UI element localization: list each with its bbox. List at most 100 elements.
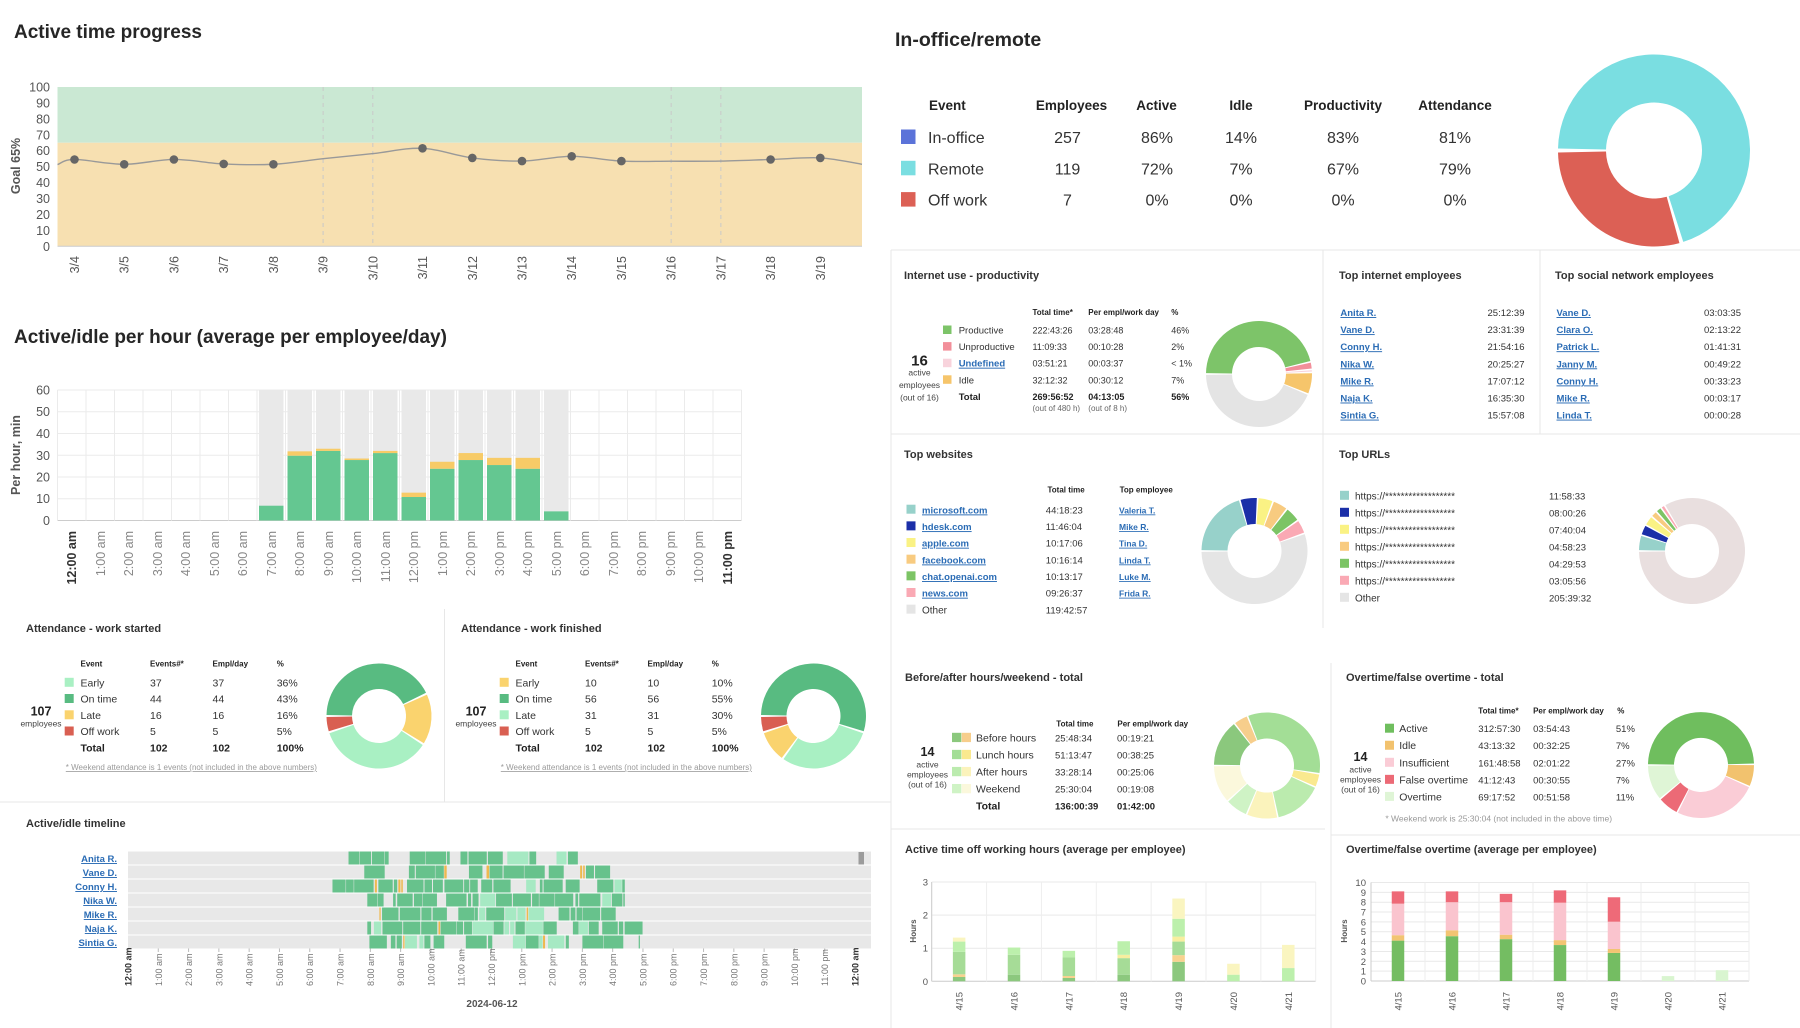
- svg-text:Mike R.: Mike R.: [1340, 376, 1373, 387]
- svg-text:7:00 pm: 7:00 pm: [699, 953, 709, 986]
- svg-text:chat.openai.com: chat.openai.com: [922, 572, 997, 583]
- svg-text:Attendance - work started: Attendance - work started: [26, 623, 161, 635]
- svg-text:1:00 pm: 1:00 pm: [436, 531, 450, 576]
- svg-text:On time: On time: [81, 694, 118, 706]
- svg-text:0: 0: [923, 977, 928, 988]
- svg-text:Off work: Off work: [81, 726, 121, 738]
- svg-text:4/21: 4/21: [1284, 992, 1295, 1011]
- svg-text:86%: 86%: [1141, 130, 1173, 147]
- svg-text:Nika W.: Nika W.: [83, 896, 117, 907]
- svg-text:119:42:57: 119:42:57: [1046, 605, 1088, 616]
- svg-text:Late: Late: [516, 710, 537, 722]
- svg-text:8:00 am: 8:00 am: [366, 953, 376, 986]
- svg-text:Patrick L.: Patrick L.: [1557, 342, 1600, 353]
- svg-text:3/19: 3/19: [814, 256, 828, 280]
- svg-text:56: 56: [585, 694, 597, 706]
- svg-text:51:13:47: 51:13:47: [1055, 750, 1092, 761]
- svg-text:Overtime/false overtime - tota: Overtime/false overtime - total: [1346, 672, 1504, 684]
- svg-text:4/15: 4/15: [1394, 992, 1405, 1011]
- svg-text:Total time: Total time: [1056, 719, 1094, 728]
- svg-text:01:42:00: 01:42:00: [1117, 801, 1155, 812]
- svg-text:00:51:58: 00:51:58: [1533, 792, 1570, 803]
- svg-text:3:00 pm: 3:00 pm: [578, 953, 588, 986]
- svg-text:107: 107: [466, 704, 487, 718]
- svg-text:00:25:06: 00:25:06: [1117, 767, 1154, 778]
- svg-text:Attendance: Attendance: [1418, 98, 1492, 113]
- svg-text:Conny H.: Conny H.: [75, 882, 117, 893]
- svg-text:0: 0: [1361, 977, 1366, 988]
- svg-text:4/20: 4/20: [1229, 992, 1240, 1011]
- svg-text:4/15: 4/15: [955, 992, 966, 1011]
- svg-text:< 1%: < 1%: [1171, 359, 1192, 369]
- svg-text:4/19: 4/19: [1174, 992, 1185, 1011]
- svg-text:3:00 am: 3:00 am: [151, 531, 165, 576]
- svg-text:Other: Other: [1355, 594, 1381, 605]
- svg-text:Idle: Idle: [1399, 740, 1416, 752]
- svg-text:2: 2: [1361, 957, 1366, 968]
- svg-text:Event: Event: [929, 98, 966, 113]
- svg-text:25:48:34: 25:48:34: [1055, 733, 1092, 744]
- svg-text:3/5: 3/5: [118, 256, 132, 273]
- svg-text:31: 31: [648, 710, 660, 722]
- svg-text:Active/idle timeline: Active/idle timeline: [26, 818, 126, 830]
- svg-text:microsoft.com: microsoft.com: [922, 505, 987, 516]
- svg-text:https://******************: https://******************: [1355, 526, 1455, 537]
- svg-text:Lunch hours: Lunch hours: [976, 749, 1034, 761]
- svg-text:Events#*: Events#*: [150, 660, 185, 669]
- svg-text:02:01:22: 02:01:22: [1533, 758, 1570, 769]
- svg-text:01:41:31: 01:41:31: [1704, 342, 1741, 353]
- svg-text:50: 50: [36, 405, 50, 419]
- svg-text:1: 1: [1361, 967, 1366, 978]
- svg-text:%: %: [1617, 706, 1624, 715]
- svg-text:10:16:14: 10:16:14: [1046, 555, 1083, 566]
- svg-text:21:54:16: 21:54:16: [1488, 342, 1525, 353]
- svg-text:20: 20: [36, 471, 50, 485]
- svg-text:6:00 pm: 6:00 pm: [578, 531, 592, 576]
- svg-text:15:57:08: 15:57:08: [1488, 411, 1525, 422]
- svg-text:04:58:23: 04:58:23: [1549, 543, 1586, 554]
- svg-text:00:19:21: 00:19:21: [1117, 733, 1154, 744]
- svg-text:Overtime/false overtime (avera: Overtime/false overtime (average per emp…: [1346, 844, 1597, 856]
- svg-text:136:00:39: 136:00:39: [1055, 801, 1098, 812]
- svg-text:02:13:22: 02:13:22: [1704, 325, 1741, 336]
- svg-text:102: 102: [213, 742, 231, 754]
- svg-text:Event: Event: [516, 660, 538, 669]
- svg-text:hdesk.com: hdesk.com: [922, 522, 972, 533]
- svg-text:Total time*: Total time*: [1033, 308, 1074, 317]
- svg-text:4/21: 4/21: [1718, 992, 1729, 1011]
- svg-text:3/8: 3/8: [267, 256, 281, 273]
- svg-text:Top social network employees: Top social network employees: [1555, 270, 1714, 282]
- svg-text:16: 16: [911, 353, 928, 370]
- svg-text:7:00 am: 7:00 am: [265, 531, 279, 576]
- svg-text:119: 119: [1055, 161, 1081, 178]
- svg-text:10:00 am: 10:00 am: [426, 948, 436, 986]
- svg-text:30: 30: [36, 449, 50, 463]
- svg-text:Early: Early: [81, 677, 106, 689]
- svg-text:3/12: 3/12: [466, 256, 480, 280]
- svg-text:Clara O.: Clara O.: [1557, 325, 1593, 336]
- svg-text:40: 40: [36, 427, 50, 441]
- svg-text:00:10:28: 00:10:28: [1088, 342, 1123, 352]
- svg-text:03:03:35: 03:03:35: [1704, 308, 1741, 319]
- svg-text:4/17: 4/17: [1064, 992, 1075, 1011]
- svg-text:55%: 55%: [712, 694, 733, 706]
- svg-text:0%: 0%: [1145, 193, 1168, 210]
- svg-text:03:54:43: 03:54:43: [1533, 724, 1570, 735]
- svg-text:* Weekend attendance is 1 even: * Weekend attendance is 1 events (not in…: [66, 763, 317, 772]
- svg-text:07:40:04: 07:40:04: [1549, 526, 1586, 537]
- svg-text:employees: employees: [20, 719, 61, 729]
- svg-text:00:30:12: 00:30:12: [1088, 375, 1123, 385]
- svg-text:1:00 am: 1:00 am: [94, 531, 108, 576]
- svg-text:11:00 am: 11:00 am: [379, 531, 393, 582]
- svg-text:100%: 100%: [712, 742, 740, 754]
- svg-text:11:00 pm: 11:00 pm: [721, 531, 735, 585]
- svg-text:Insufficient: Insufficient: [1399, 757, 1449, 769]
- svg-text:23:31:39: 23:31:39: [1488, 325, 1525, 336]
- svg-text:Hours: Hours: [1340, 919, 1349, 943]
- svg-text:4:00 am: 4:00 am: [245, 953, 255, 986]
- svg-text:Remote: Remote: [928, 161, 984, 178]
- svg-text:44: 44: [150, 694, 162, 706]
- svg-text:5: 5: [585, 726, 591, 738]
- svg-text:7%: 7%: [1616, 741, 1630, 752]
- svg-text:3/9: 3/9: [317, 256, 331, 273]
